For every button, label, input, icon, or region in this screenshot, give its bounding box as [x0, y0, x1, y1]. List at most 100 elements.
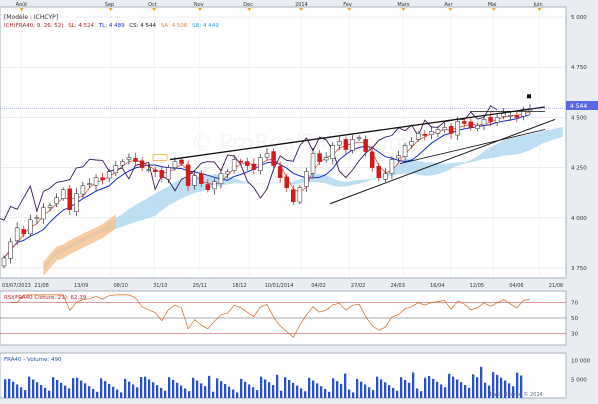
volume-bar — [328, 391, 331, 398]
rsi-label: RSI(FRA40 Clôture, 21): 62,39 — [4, 294, 87, 301]
volume-bar — [268, 382, 271, 398]
candle-body — [442, 127, 447, 131]
candle-body — [139, 160, 145, 168]
volume-bar — [376, 376, 379, 398]
volume-bar — [496, 374, 499, 398]
volume-bar — [104, 381, 107, 398]
volume-y-tick-label: 5 000 — [571, 377, 587, 383]
volume-bar — [128, 381, 131, 398]
volume-bar — [84, 383, 87, 398]
volume-bar — [304, 391, 307, 398]
volume-bar — [504, 380, 507, 398]
volume-bar — [444, 387, 447, 398]
month-marker — [197, 8, 202, 11]
volume-bar — [116, 389, 119, 398]
volume-bar — [248, 384, 251, 398]
month-marker — [537, 8, 542, 11]
volume-bar — [252, 387, 255, 398]
candle-body — [231, 159, 237, 171]
volume-bar — [212, 391, 215, 398]
volume-bar — [8, 378, 11, 398]
date-label: 03/07/2013 — [2, 283, 31, 289]
candle-body — [28, 219, 33, 235]
volume-bar — [324, 389, 327, 398]
volume-bar — [232, 389, 235, 398]
legend-sl: SL: 4 524 — [68, 23, 94, 29]
volume-bar — [456, 379, 459, 398]
candle-body — [317, 153, 322, 162]
volume-bar — [240, 378, 243, 398]
volume-bar — [188, 391, 191, 398]
candle-body — [152, 169, 158, 172]
month-marker — [448, 8, 453, 11]
candle-body — [54, 197, 59, 204]
volume-bar — [204, 386, 207, 398]
candle-body — [291, 189, 296, 202]
candle-body — [343, 139, 349, 150]
copyright: Ratio Bourse © 2014 — [490, 391, 543, 398]
volume-bar — [144, 376, 147, 398]
volume-bar — [296, 385, 299, 398]
volume-bar — [292, 382, 295, 398]
candle-body — [8, 241, 13, 259]
volume-bar — [156, 385, 159, 398]
volume-bar — [80, 380, 83, 398]
volume-bar — [112, 386, 115, 398]
volume-bar — [508, 383, 511, 398]
candle-body — [284, 176, 289, 188]
volume-bar — [436, 381, 439, 398]
volume-bar — [20, 387, 23, 398]
candle-body — [310, 153, 316, 174]
legend-sb: SB: 4 449 — [192, 23, 219, 29]
candle-body — [120, 161, 125, 166]
trend-line — [169, 106, 546, 161]
price-y-tick-label: 4 000 — [571, 216, 587, 222]
volume-bar — [492, 372, 495, 398]
candle-body — [264, 153, 270, 158]
trend-line-end-marker — [527, 94, 531, 99]
price-y-tick-label: 4 250 — [571, 166, 587, 172]
volume-bar — [464, 385, 467, 398]
rsi-y-tick-label: 70 — [571, 301, 578, 307]
volume-bar — [488, 385, 491, 398]
volume-bar — [272, 385, 275, 398]
month-marker — [247, 8, 252, 11]
last-price-label: 4 544 — [570, 103, 587, 110]
volume-bar — [460, 382, 463, 398]
volume-bar — [404, 380, 407, 398]
volume-bar — [256, 390, 259, 398]
volume-bar — [108, 383, 111, 398]
candle-body — [323, 157, 329, 161]
volume-bar — [420, 391, 423, 398]
volume-bar — [36, 382, 39, 398]
candle-body — [41, 207, 46, 220]
volume-bar — [100, 378, 103, 398]
volume-bar — [264, 379, 267, 398]
volume-bar — [160, 387, 163, 398]
date-label: 12/05 — [470, 283, 484, 289]
candle-body — [21, 229, 26, 235]
candle-body — [159, 170, 165, 178]
candle-body — [356, 137, 362, 139]
candle-body — [1, 257, 7, 267]
volume-bar — [476, 377, 479, 398]
volume-bar — [288, 380, 291, 398]
volume-bar — [512, 386, 515, 398]
volume-bar — [196, 380, 199, 398]
volume-bar — [424, 377, 427, 398]
date-label: 04/06 — [509, 283, 523, 289]
candle-body — [225, 171, 230, 175]
volume-label: FRA40 - Volume: 490 — [4, 357, 62, 363]
volume-bar — [192, 377, 195, 398]
volume-bar — [224, 383, 227, 398]
volume-bar — [472, 374, 475, 398]
volume-bar — [40, 385, 43, 398]
volume-bar — [236, 392, 239, 398]
volume-bar — [448, 373, 451, 398]
month-label: Nov — [194, 2, 204, 8]
price-y-tick-label: 4 750 — [571, 65, 587, 71]
volume-bar — [348, 389, 351, 398]
month-label: Fev — [343, 2, 352, 8]
candle-body — [508, 115, 513, 117]
month-marker — [299, 8, 304, 11]
